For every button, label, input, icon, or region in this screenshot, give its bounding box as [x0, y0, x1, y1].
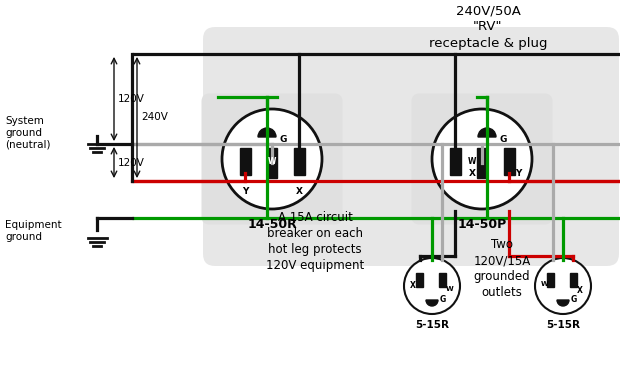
- Wedge shape: [557, 300, 569, 306]
- Text: 240V/50A
"RV"
receptacle & plug: 240V/50A "RV" receptacle & plug: [429, 4, 547, 50]
- Text: X: X: [296, 187, 303, 195]
- Bar: [450, 147, 461, 175]
- Text: G: G: [499, 135, 507, 145]
- Wedge shape: [258, 128, 276, 137]
- Bar: [503, 147, 515, 175]
- FancyBboxPatch shape: [203, 27, 619, 266]
- Text: X: X: [469, 169, 476, 179]
- Text: Y: Y: [515, 169, 521, 179]
- Text: X: X: [577, 286, 583, 295]
- Circle shape: [432, 109, 532, 209]
- Text: Two
120V/15A
grounded
outlets: Two 120V/15A grounded outlets: [474, 238, 531, 299]
- Text: System
ground
(neutral): System ground (neutral): [5, 116, 50, 149]
- Bar: [415, 273, 422, 287]
- Text: G: G: [440, 295, 446, 305]
- Text: 120V: 120V: [118, 94, 145, 104]
- Bar: [570, 273, 577, 287]
- Wedge shape: [426, 300, 438, 306]
- Text: 240V: 240V: [141, 112, 168, 123]
- Text: G: G: [571, 295, 577, 305]
- Text: 5-15R: 5-15R: [415, 320, 449, 330]
- Circle shape: [222, 109, 322, 209]
- Text: X: X: [410, 281, 416, 290]
- Bar: [438, 273, 446, 287]
- Text: A 15A circuit
breaker on each
hot leg protects
120V equipment: A 15A circuit breaker on each hot leg pr…: [266, 211, 364, 272]
- Circle shape: [404, 258, 460, 314]
- Text: W: W: [446, 286, 454, 292]
- Circle shape: [535, 258, 591, 314]
- Bar: [267, 148, 277, 178]
- Text: 14-50P: 14-50P: [458, 218, 507, 231]
- Text: W: W: [268, 157, 276, 167]
- Bar: [239, 147, 250, 175]
- FancyBboxPatch shape: [202, 93, 342, 224]
- Wedge shape: [478, 128, 496, 137]
- Text: 14-50R: 14-50R: [247, 218, 297, 231]
- Text: 5-15R: 5-15R: [546, 320, 580, 330]
- Text: 120V: 120V: [118, 157, 145, 168]
- FancyBboxPatch shape: [412, 93, 552, 224]
- Text: W: W: [468, 157, 476, 167]
- Text: W: W: [541, 281, 549, 287]
- Text: G: G: [279, 135, 286, 145]
- Bar: [293, 147, 304, 175]
- Text: Equipment
ground: Equipment ground: [5, 220, 61, 242]
- Text: Y: Y: [242, 187, 248, 195]
- Bar: [477, 148, 487, 178]
- Bar: [546, 273, 554, 287]
